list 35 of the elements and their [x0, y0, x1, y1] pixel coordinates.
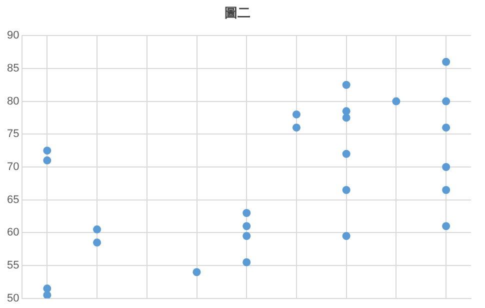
point [242, 208, 251, 217]
point [442, 163, 450, 171]
chart-title: 圖二 [224, 6, 250, 22]
y-tick-label: 55 [6, 260, 20, 272]
y-tick-label: 85 [6, 62, 20, 74]
point [342, 186, 350, 194]
point [342, 80, 350, 89]
point [93, 225, 102, 234]
point [342, 232, 350, 240]
y-tick-label: 80 [6, 95, 20, 108]
point [242, 222, 251, 230]
y-tick-label: 65 [6, 194, 20, 206]
point [43, 291, 52, 298]
y-tick-label: 70 [6, 161, 20, 174]
point [93, 238, 102, 247]
point [442, 186, 450, 194]
point [292, 110, 300, 118]
point [292, 124, 300, 132]
point [342, 107, 350, 116]
point [242, 258, 251, 266]
y-tick-label: 75 [6, 128, 20, 140]
point [342, 150, 350, 158]
y-tick-label: 50 [6, 292, 20, 304]
point [43, 284, 52, 293]
point [442, 97, 450, 106]
y-tick-label: 60 [6, 226, 20, 239]
point [442, 222, 450, 230]
point [43, 156, 52, 164]
point [392, 97, 400, 106]
point [242, 232, 251, 240]
y-tick-label: 90 [6, 30, 20, 42]
point [192, 268, 201, 276]
point [43, 146, 52, 155]
point [442, 58, 450, 66]
point [442, 124, 450, 132]
